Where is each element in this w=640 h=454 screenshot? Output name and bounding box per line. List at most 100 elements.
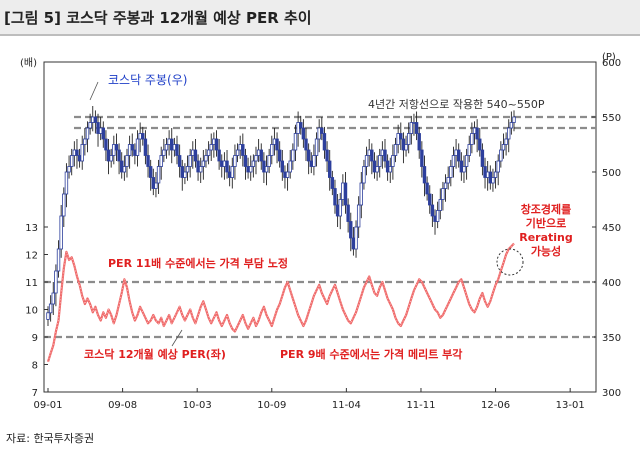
- candle-body: [156, 166, 161, 184]
- x-tick-label: 12-06: [481, 400, 510, 411]
- candle-body: [512, 116, 516, 123]
- candle-body: [420, 149, 424, 167]
- candle-body: [256, 149, 261, 156]
- candle-body: [159, 155, 163, 167]
- candle-body: [51, 292, 55, 305]
- candle-body: [333, 188, 337, 206]
- candle-body: [306, 149, 311, 162]
- candle-body: [56, 248, 61, 272]
- candle-body: [491, 177, 495, 184]
- candle-body: [75, 149, 79, 156]
- candle-body: [283, 171, 287, 178]
- candle-body: [277, 149, 282, 162]
- candle-body: [309, 160, 313, 167]
- candle-body: [475, 127, 479, 140]
- candle-series-label: 코스닥 주봉(우): [108, 73, 187, 87]
- x-tick-label: 11-04: [332, 400, 361, 411]
- candle-body: [238, 144, 242, 151]
- per-line-texture: [47, 243, 515, 362]
- candle-body: [148, 166, 153, 178]
- candle-body: [217, 149, 221, 162]
- candle-body: [143, 138, 148, 156]
- candle-body: [507, 127, 511, 140]
- candle-body: [125, 155, 129, 167]
- source-note: 자료: 한국투자증권: [6, 432, 95, 445]
- candle-body: [151, 177, 156, 189]
- candle-body: [241, 144, 245, 156]
- candle-body: [122, 166, 127, 173]
- candle-body: [288, 160, 292, 173]
- candle-body: [480, 149, 485, 167]
- rerating-note-line-4: 가능성: [531, 244, 561, 258]
- candle-body: [170, 138, 174, 151]
- candle-body: [496, 160, 500, 173]
- candle-body: [93, 116, 98, 123]
- candle-body: [188, 155, 192, 167]
- candle-body: [64, 171, 69, 195]
- candle-body: [464, 155, 469, 167]
- right-tick-label: 400: [602, 278, 621, 289]
- left-tick-label: 7: [32, 388, 38, 399]
- candle-body: [77, 155, 82, 162]
- candle-body: [272, 138, 277, 145]
- candle-body: [501, 144, 506, 151]
- candle-body: [322, 133, 327, 151]
- right-tick-label: 550: [602, 113, 621, 124]
- candle-body: [112, 144, 116, 156]
- candle-body: [462, 166, 466, 173]
- candle-body: [227, 171, 232, 178]
- candle-body: [443, 182, 448, 189]
- plot-frame: [43, 61, 597, 393]
- candle-body: [138, 133, 142, 140]
- candle-label-pointer: [89, 81, 99, 101]
- candle-body: [69, 155, 74, 167]
- candle-body: [85, 127, 90, 140]
- candle-body: [372, 160, 377, 173]
- candle-body: [167, 138, 171, 145]
- candle-body: [428, 193, 432, 206]
- candle-body: [351, 237, 356, 250]
- candle-body: [412, 122, 416, 124]
- candle-body: [314, 138, 319, 156]
- candle-body: [249, 166, 253, 173]
- candle-body: [367, 149, 371, 156]
- candle-body: [243, 155, 248, 167]
- candle-body: [472, 127, 477, 134]
- candle-body: [499, 149, 503, 162]
- candle-body: [349, 221, 353, 239]
- per-label-pointer: [171, 329, 183, 347]
- candle-body: [504, 138, 508, 145]
- candle-body: [285, 171, 290, 178]
- candle-body: [177, 155, 182, 167]
- candle-body: [430, 204, 435, 217]
- candle-body: [220, 160, 224, 167]
- candle-body: [120, 160, 124, 173]
- candle-body: [164, 144, 169, 151]
- candle-body: [454, 149, 458, 156]
- rerating-note-line-1: 창조경제를: [521, 202, 572, 216]
- x-tick-label: 10-03: [183, 400, 212, 411]
- candle-body: [251, 160, 256, 167]
- candle-body: [401, 138, 406, 151]
- candle-body: [191, 149, 195, 156]
- candle-body: [433, 215, 437, 222]
- candle-body: [457, 149, 461, 162]
- candle-body: [127, 144, 132, 156]
- left-tick-label: 11: [25, 278, 38, 289]
- candle-body: [199, 166, 203, 173]
- title-divider: [0, 34, 640, 36]
- title-bar: [그림 5] 코스닥 주봉과 12개월 예상 PER 추이: [0, 0, 640, 34]
- candle-body: [230, 166, 234, 178]
- candle-body: [312, 155, 316, 167]
- candle-body: [180, 166, 184, 178]
- candle-body: [391, 155, 395, 167]
- candle-body: [304, 138, 308, 151]
- candle-body: [83, 138, 87, 145]
- rerating-highlight-circle: [496, 248, 524, 276]
- candle-body: [225, 160, 229, 173]
- candle-body: [388, 166, 392, 173]
- candle-body: [104, 138, 108, 151]
- candle-body: [393, 144, 398, 156]
- right-tick-label: 500: [602, 168, 621, 179]
- candle-body: [299, 122, 303, 129]
